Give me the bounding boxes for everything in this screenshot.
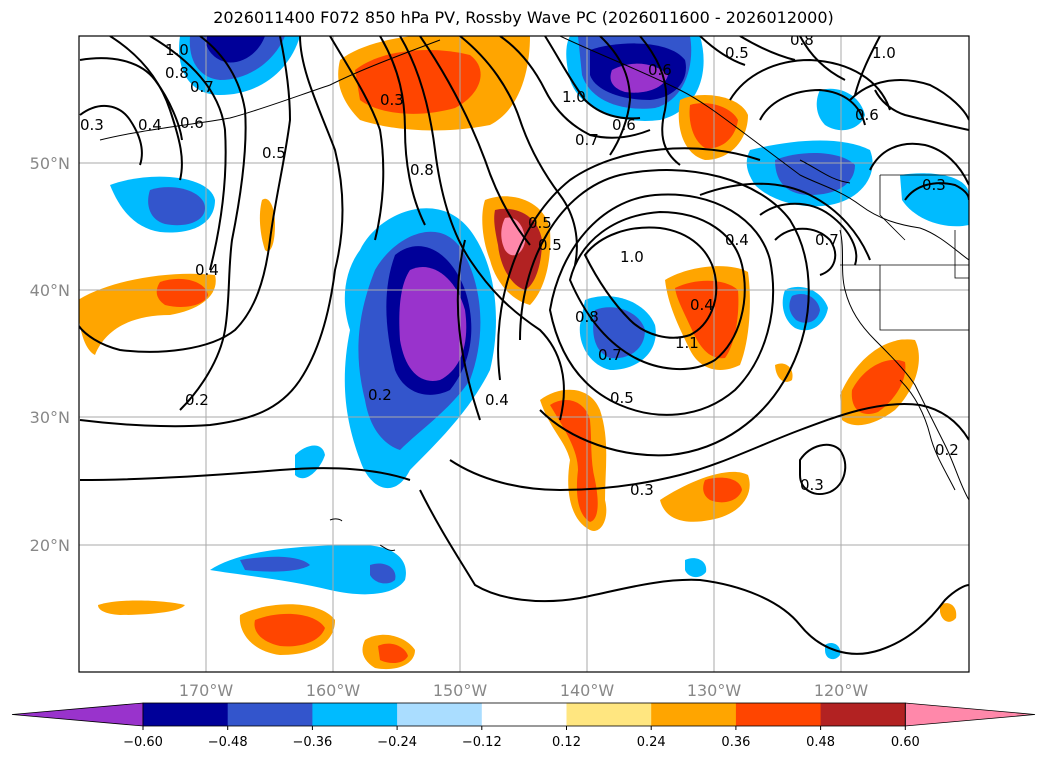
- contour-label: 0.3: [630, 481, 654, 499]
- colorbar-extend-low: [11, 702, 144, 727]
- contour-label: 0.5: [610, 389, 634, 407]
- contour-label: 0.4: [138, 116, 162, 134]
- colorbar-tick-label: 0.36: [721, 735, 750, 750]
- contour-label: 1.0: [562, 88, 586, 106]
- contour-label: 0.7: [598, 346, 622, 364]
- contour-label: 0.8: [165, 64, 189, 82]
- coastlines: [99, 36, 969, 551]
- colorbar-segment: [481, 703, 567, 726]
- contour-label: 0.6: [648, 61, 672, 79]
- contour-label: 1.0: [872, 44, 896, 62]
- contour-label: 0.2: [935, 441, 959, 459]
- chart-title: 2026011400 F072 850 hPa PV, Rossby Wave …: [213, 8, 834, 27]
- contour-label: 0.8: [575, 308, 599, 326]
- colorbar: −0.60 −0.48 −0.36 −0.24 −0.12 0.12 0.24 0.36 0.4…: [11, 702, 1036, 750]
- contour-label: 0.6: [612, 116, 636, 134]
- colorbar-segment: [735, 703, 822, 726]
- contour-label: 0.7: [190, 78, 214, 96]
- contour-label: 0.6: [855, 106, 879, 124]
- colorbar-segment: [312, 703, 398, 726]
- colorbar-tick-label: 0.12: [552, 735, 581, 750]
- contour-label: 0.4: [485, 391, 509, 409]
- colorbar-tick-label: −0.24: [377, 735, 417, 750]
- map-plot: 1.0 0.8 0.7 0.3 0.4 0.6 0.5 0.3 0.8 1.0 …: [79, 31, 969, 672]
- lat-label: 30°N: [30, 408, 70, 427]
- colorbar-segment: [566, 703, 652, 726]
- colorbar-segment: [820, 703, 906, 726]
- lat-label: 40°N: [30, 281, 70, 300]
- contour-label: 0.7: [575, 131, 599, 149]
- colorbar-extend-high: [904, 702, 1036, 727]
- contour-label: 0.3: [922, 176, 946, 194]
- lat-label: 20°N: [30, 536, 70, 555]
- map-frame: [78, 35, 970, 673]
- lon-label: 130°W: [687, 681, 742, 700]
- contour-label: 1.0: [165, 41, 189, 59]
- pv-contours: [79, 36, 969, 655]
- lon-label: 120°W: [814, 681, 869, 700]
- longitude-labels: 170°W 160°W 150°W 140°W 130°W 120°W: [179, 681, 869, 700]
- lon-label: 160°W: [306, 681, 361, 700]
- contour-label: 0.3: [800, 476, 824, 494]
- contour-label: 0.3: [80, 116, 104, 134]
- colorbar-tick-label: −0.12: [462, 735, 502, 750]
- colorbar-segment: [651, 703, 737, 726]
- colorbar-tick-label: 0.24: [637, 735, 666, 750]
- colorbar-tick-label: 0.60: [891, 735, 920, 750]
- contour-label: 0.8: [790, 31, 814, 49]
- contour-labels: 1.0 0.8 0.7 0.3 0.4 0.6 0.5 0.3 0.8 1.0 …: [80, 31, 959, 499]
- latitude-labels: 50°N 40°N 30°N 20°N: [30, 154, 70, 555]
- contour-label: 0.3: [380, 91, 404, 109]
- colorbar-segment: [227, 703, 313, 726]
- colorbar-frame: [142, 702, 906, 727]
- contour-label: 0.5: [262, 144, 286, 162]
- colorbar-tick-label: 0.48: [806, 735, 835, 750]
- contour-label: 1.1: [675, 334, 699, 352]
- contour-label: 0.5: [725, 44, 749, 62]
- political-borders: [840, 174, 969, 331]
- contour-label: 0.5: [538, 236, 562, 254]
- colorbar-tick-label: −0.48: [208, 735, 248, 750]
- contour-label: 0.4: [725, 231, 749, 249]
- lat-label: 50°N: [30, 154, 70, 173]
- grid-lines: [79, 36, 969, 672]
- colorbar-tick-label: −0.36: [292, 735, 332, 750]
- colorbar-segment: [397, 703, 483, 726]
- contour-label: 0.8: [410, 161, 434, 179]
- lon-label: 150°W: [433, 681, 488, 700]
- lon-label: 170°W: [179, 681, 234, 700]
- contour-label: 0.6: [180, 114, 204, 132]
- contour-label: 0.2: [368, 386, 392, 404]
- contour-label: 0.4: [690, 296, 714, 314]
- contour-label: 0.7: [815, 231, 839, 249]
- lon-label: 140°W: [560, 681, 615, 700]
- colorbar-segment: [143, 703, 229, 726]
- contour-label: 0.2: [185, 391, 209, 409]
- contour-label: 0.5: [528, 214, 552, 232]
- contour-label: 0.4: [195, 261, 219, 279]
- colorbar-tick-label: −0.60: [123, 735, 163, 750]
- contour-label: 1.0: [620, 248, 644, 266]
